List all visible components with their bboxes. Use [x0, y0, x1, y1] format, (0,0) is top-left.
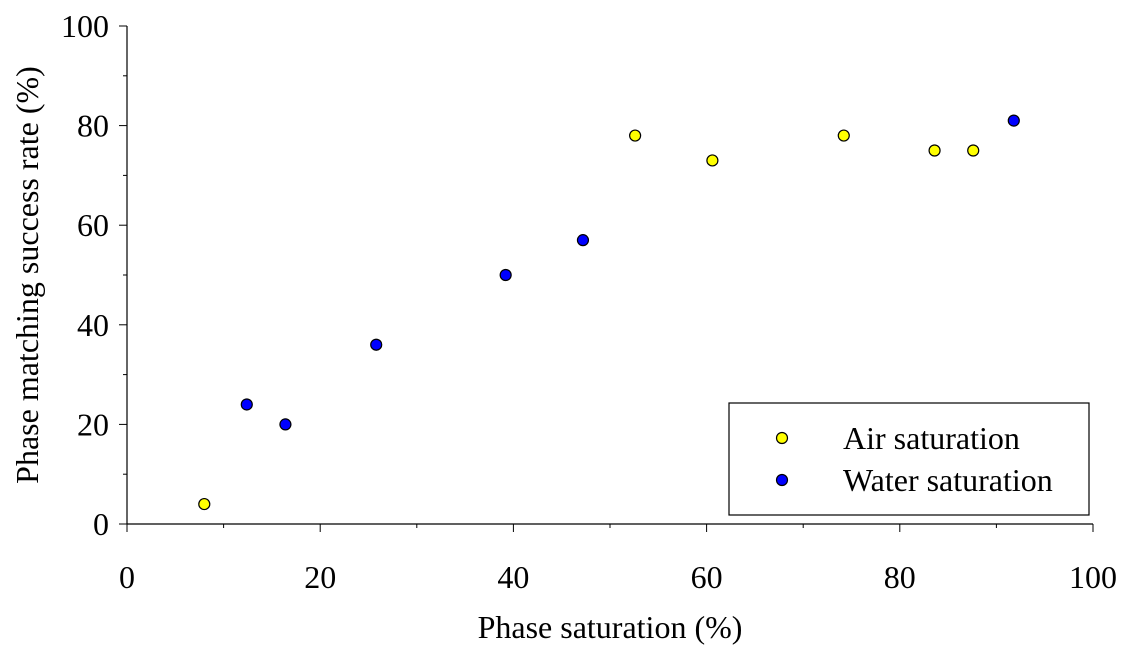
y-tick-label: 60	[77, 207, 109, 243]
legend-label: Air saturation	[843, 420, 1020, 456]
y-tick-label: 40	[77, 307, 109, 343]
air-saturation-point	[198, 497, 211, 511]
x-tick-label: 100	[1069, 559, 1117, 595]
water-saturation-point	[279, 418, 292, 431]
y-tick-label: 20	[77, 406, 109, 442]
legend-marker	[775, 473, 789, 487]
x-axis-title: Phase saturation (%)	[478, 609, 743, 645]
legend-box	[728, 402, 1090, 516]
legend-label: Water saturation	[843, 462, 1053, 498]
legend-marker	[775, 431, 789, 445]
water-saturation-point	[240, 398, 253, 411]
water-saturation-point	[499, 268, 512, 282]
y-tick-label: 0	[93, 506, 109, 542]
water-saturation-point	[576, 234, 590, 247]
air-saturation-point	[967, 144, 980, 157]
y-tick-label: 100	[61, 8, 109, 44]
legend: Air saturation Water saturation	[728, 402, 1090, 516]
data-points	[198, 114, 1020, 511]
ticks: 0 20 40 60 80 100 0 20 40 60 80 100	[61, 8, 1117, 595]
x-tick-label: 20	[304, 559, 336, 595]
y-tick-label: 80	[77, 108, 109, 144]
y-axis-title: Phase matching success rate (%)	[9, 66, 45, 484]
x-tick-label: 0	[119, 559, 135, 595]
air-saturation-point	[629, 129, 642, 142]
air-saturation-point	[928, 144, 941, 157]
water-saturation-point	[1007, 114, 1020, 127]
air-saturation-point	[706, 154, 719, 167]
x-tick-label: 60	[691, 559, 723, 595]
x-tick-label: 40	[497, 559, 529, 595]
water-saturation-point	[370, 338, 383, 351]
air-saturation-point	[837, 129, 850, 142]
x-tick-label: 80	[884, 559, 916, 595]
